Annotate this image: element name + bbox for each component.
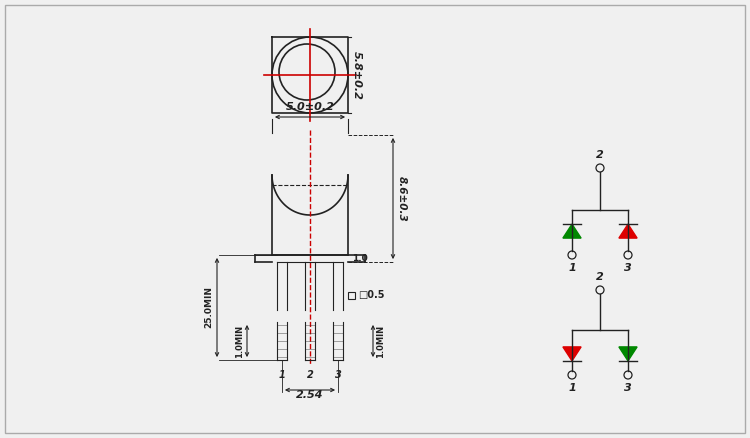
Text: 3: 3 <box>624 383 632 393</box>
Text: 1: 1 <box>568 263 576 273</box>
Polygon shape <box>563 347 581 361</box>
Text: 3: 3 <box>624 263 632 273</box>
Polygon shape <box>619 224 637 238</box>
Text: 2: 2 <box>596 150 604 160</box>
Polygon shape <box>619 347 637 361</box>
Text: 8.6±0.3: 8.6±0.3 <box>397 176 407 221</box>
Text: 25.0MIN: 25.0MIN <box>204 286 213 328</box>
Text: 1: 1 <box>568 383 576 393</box>
Bar <box>348 292 355 299</box>
Text: 3: 3 <box>334 370 341 380</box>
Polygon shape <box>563 224 581 238</box>
Text: 2: 2 <box>596 272 604 282</box>
Text: 1.0: 1.0 <box>352 254 368 263</box>
Text: □0.5: □0.5 <box>358 290 385 300</box>
Text: 1.0MIN: 1.0MIN <box>235 325 244 357</box>
Text: 2.54: 2.54 <box>296 390 324 400</box>
Text: 5.8±0.2: 5.8±0.2 <box>352 50 362 99</box>
Text: 5.0±0.2: 5.0±0.2 <box>286 102 334 112</box>
Text: 1.0MIN: 1.0MIN <box>376 325 385 357</box>
Text: 1: 1 <box>279 370 285 380</box>
Text: 2: 2 <box>307 370 314 380</box>
